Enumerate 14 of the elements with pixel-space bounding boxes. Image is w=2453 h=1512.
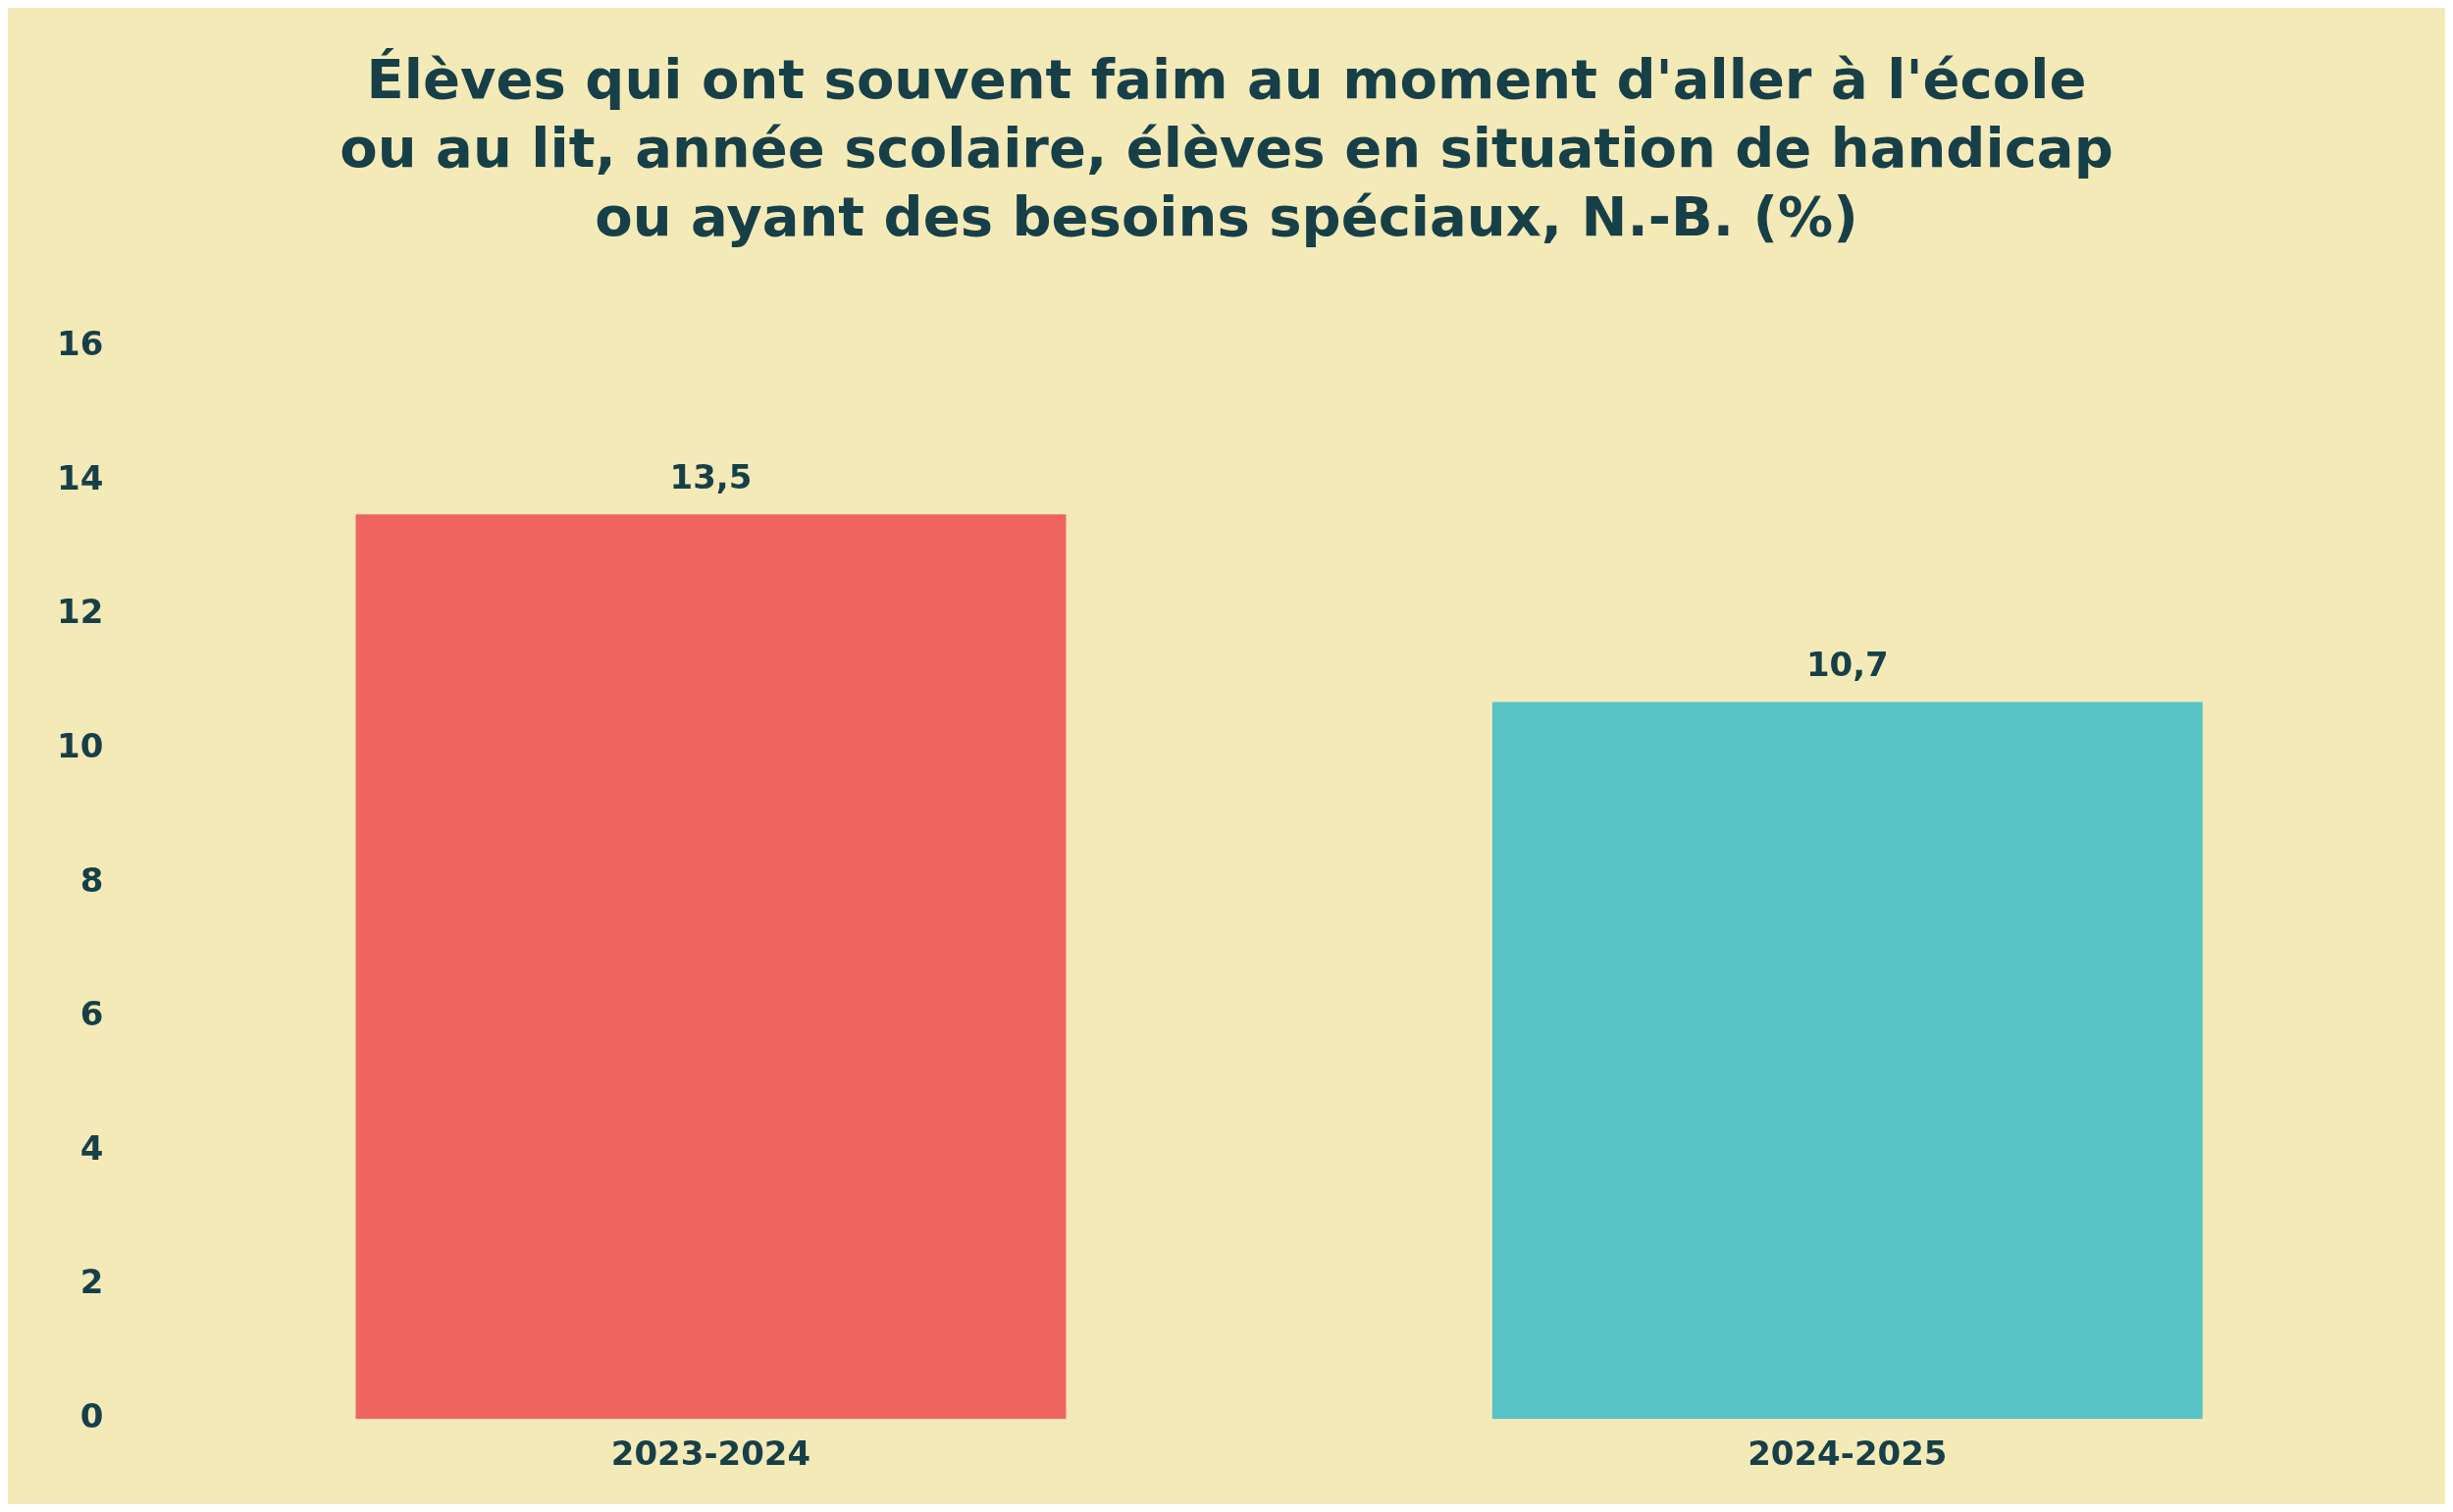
y-tick-label: 12 xyxy=(56,592,104,632)
y-tick-label: 2 xyxy=(79,1262,104,1302)
chart-title: Élèves qui ont souvent faim au moment d'aller à l'école ou au lit, année scolaire, élèves en situation de handicap ou ayant des besoins spéciaux, N.-B. (%) xyxy=(339,45,2114,250)
x-tick-label: 2023-2024 xyxy=(610,1434,811,1474)
data-label: 13,5 xyxy=(669,456,753,496)
y-tick-label: 14 xyxy=(56,457,104,497)
y-tick-label: 4 xyxy=(79,1127,104,1168)
y-tick-label: 10 xyxy=(56,726,104,766)
y-tick-label: 6 xyxy=(79,994,104,1034)
y-tick-label: 8 xyxy=(79,860,104,900)
x-tick-label: 2024-2025 xyxy=(1748,1434,1948,1474)
data-label: 10,7 xyxy=(1805,645,1889,685)
y-tick-label: 0 xyxy=(79,1396,104,1436)
y-tick-label: 16 xyxy=(56,324,104,364)
